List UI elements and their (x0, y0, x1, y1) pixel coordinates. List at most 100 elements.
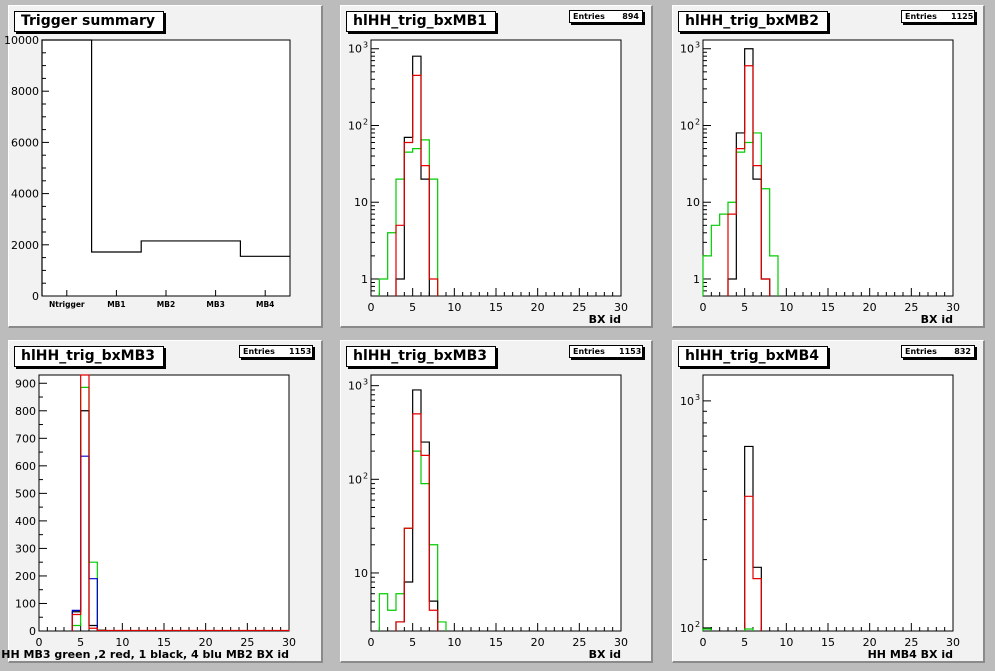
x-tick-label: 5 (741, 636, 748, 649)
stats-box: Entries 1153 (239, 345, 313, 358)
x-tick-label: 25 (904, 636, 918, 649)
y-tick-label: 10 (680, 622, 694, 635)
y-tick-label: 10 (680, 395, 694, 408)
x-tick-label: 30 (614, 301, 628, 314)
entries-value: 832 (954, 347, 971, 356)
y-tick-exponent: 3 (363, 41, 368, 50)
y-tick-exponent: 2 (363, 117, 368, 126)
entries-label: Entries (573, 12, 605, 21)
y-tick-label: 2000 (11, 239, 39, 252)
y-tick-exponent: 2 (695, 117, 700, 126)
y-tick-label: 500 (15, 487, 36, 500)
x-tick-label: 20 (863, 636, 877, 649)
x-category-label: MB1 (107, 300, 125, 309)
y-tick-label: 10 (680, 43, 694, 56)
entries-label: Entries (905, 347, 937, 356)
stats-box: Entries 1125 (901, 10, 975, 23)
x-tick-label: 5 (77, 636, 84, 649)
histogram-series (395, 413, 439, 631)
x-tick-label: 5 (741, 301, 748, 314)
stats-box: Entries 1153 (569, 345, 643, 358)
trigger-summary-chart: 0 2000 4000 6000 8000 10000 Ntrigger MB1 MB2 MB3 M… (4, 34, 291, 309)
y-tick-label: 10 (348, 380, 362, 393)
x-tick-label: 25 (904, 301, 918, 314)
x-tick-label: 10 (779, 301, 793, 314)
x-tick-label: 15 (489, 636, 503, 649)
y-tick-exponent: 2 (363, 471, 368, 480)
y-tick-exponent: 3 (695, 41, 700, 50)
x-tick-label: 25 (572, 636, 586, 649)
x-axis-label: BX id (589, 313, 621, 326)
x-tick-label: 30 (946, 301, 960, 314)
pad-bxmb3-log: 0 5 10 15 20 25 30 10 10 2 10 3 BX id hlHH_trig_bxMB… (340, 340, 653, 663)
histogram-series (71, 374, 290, 632)
x-tick-label: 0 (700, 301, 707, 314)
x-tick-label: 20 (199, 636, 213, 649)
entries-label: Entries (573, 347, 605, 356)
x-tick-label: 20 (531, 636, 545, 649)
entries-label: Entries (243, 347, 275, 356)
x-category-label: Ntrigger (49, 300, 85, 309)
pad-title: hlHH_trig_bxMB3 (14, 346, 165, 367)
plot-frame (702, 39, 954, 297)
stats-box: Entries 894 (569, 10, 643, 23)
histogram-series (41, 39, 290, 296)
x-tick-label: 15 (157, 636, 171, 649)
y-tick-label: 1 (693, 273, 700, 286)
x-tick-label: 0 (368, 636, 375, 649)
x-tick-label: 20 (863, 301, 877, 314)
y-tick-label: 10 (348, 43, 362, 56)
histogram-series (702, 132, 779, 296)
x-tick-label: 10 (779, 636, 793, 649)
y-tick-label: 0 (29, 625, 36, 638)
x-tick-label: 30 (614, 636, 628, 649)
y-tick-label: 700 (15, 432, 36, 445)
x-tick-label: 10 (447, 636, 461, 649)
pad-title: hlHH_trig_bxMB4 (678, 346, 829, 367)
pad-bxmb2: 0 5 10 15 20 25 30 1 10 10 2 10 3 BX id hlHH_trig_bxM… (672, 5, 985, 328)
plot-frame (38, 374, 290, 632)
x-tick-label: 0 (368, 301, 375, 314)
pad-bxmb3-linear: 0 5 10 15 20 25 30 0 100 200 300 400 500 600 700 800 900… (1, 340, 323, 663)
pad-bxmb4: 0 5 10 15 20 25 30 10 2 10 3 HH MB4 BX id hlHH_trig… (672, 340, 985, 663)
x-axis-label: HH MB4 BX id (868, 648, 953, 661)
histogram-series (744, 495, 762, 631)
x-tick-label: 5 (409, 301, 416, 314)
histogram-series (71, 455, 98, 631)
pad-title: Trigger summary (14, 11, 164, 32)
y-tick-label: 1 (361, 273, 368, 286)
x-tick-label: 25 (240, 636, 254, 649)
x-tick-label: 25 (572, 301, 586, 314)
pad-trigger-summary: 0 2000 4000 6000 8000 10000 Ntrigger MB1 MB2 MB3 M… (4, 5, 323, 328)
x-tick-label: 15 (489, 301, 503, 314)
pad-bxmb1: 0 5 10 15 20 25 30 1 10 10 2 10 3 BX id hlHH_trig_bxM… (340, 5, 653, 328)
entries-label: Entries (905, 12, 937, 21)
plot-frame (702, 374, 954, 632)
y-tick-label: 100 (15, 597, 36, 610)
y-tick-label: 8000 (11, 85, 39, 98)
x-tick-label: 0 (36, 636, 43, 649)
x-category-label: MB2 (157, 300, 175, 309)
y-tick-label: 10 (680, 119, 694, 132)
y-tick-label: 600 (15, 460, 36, 473)
entries-value: 1153 (619, 347, 642, 356)
x-tick-label: 20 (531, 301, 545, 314)
entries-value: 1153 (289, 347, 312, 356)
y-tick-label: 900 (15, 377, 36, 390)
x-axis-label: HH MB3 green ,2 red, 1 black, 4 blu MB2 … (1, 648, 289, 661)
y-tick-label: 200 (15, 570, 36, 583)
y-tick-exponent: 3 (695, 393, 700, 402)
histogram-series (702, 628, 754, 631)
x-axis-label: BX id (921, 313, 953, 326)
plot-frame (370, 374, 622, 632)
pad-title: hlHH_trig_bxMB2 (678, 11, 829, 32)
plot-frame (41, 39, 291, 297)
x-tick-label: 15 (821, 636, 835, 649)
y-tick-label: 6000 (11, 136, 39, 149)
y-tick-label: 0 (32, 290, 39, 303)
x-category-label: MB4 (256, 300, 274, 309)
x-tick-label: 10 (115, 636, 129, 649)
x-tick-label: 10 (447, 301, 461, 314)
